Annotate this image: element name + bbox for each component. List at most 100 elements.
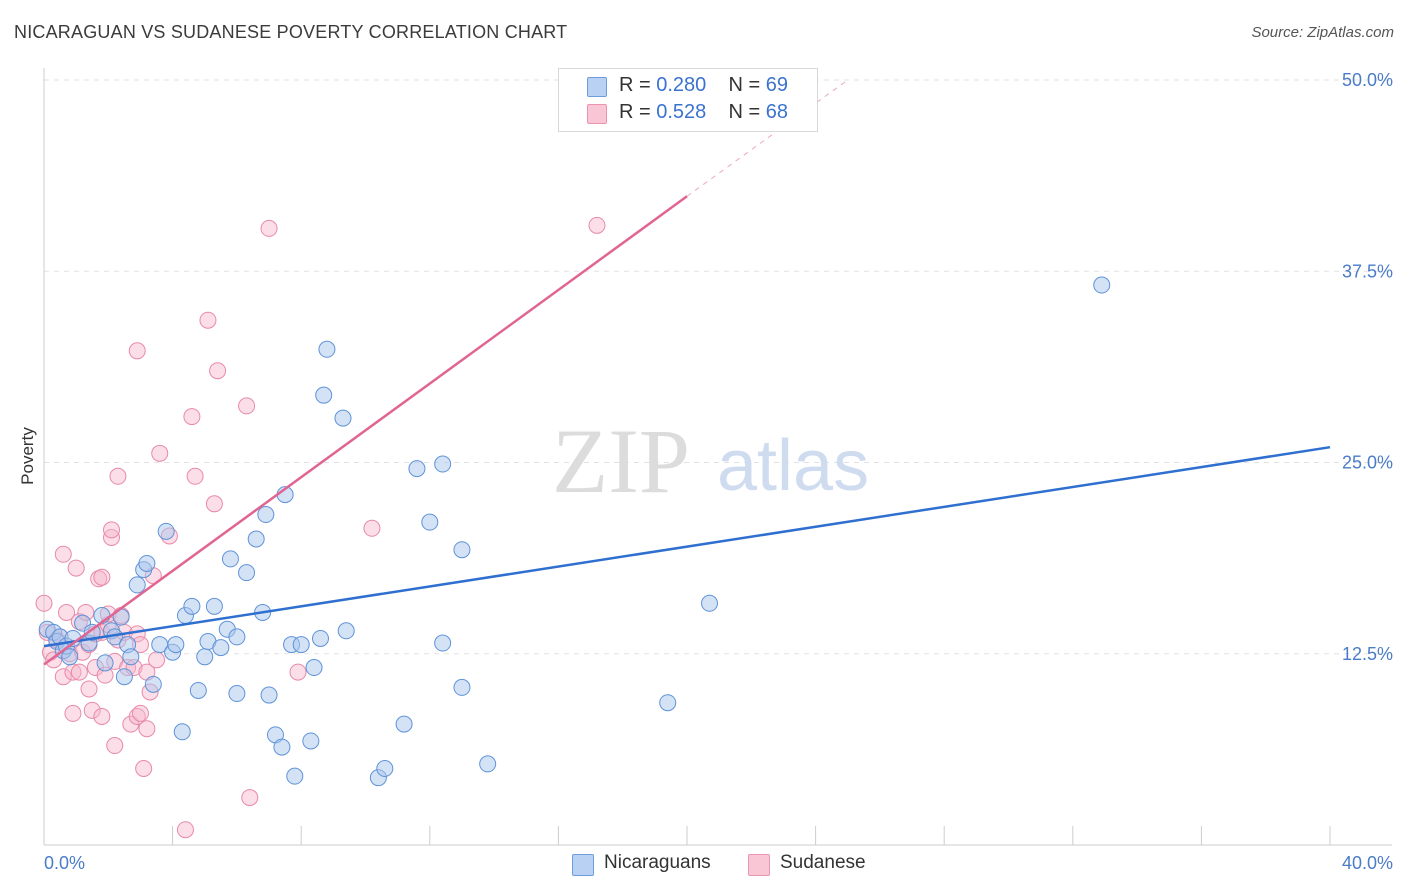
nicaraguan-point (61, 648, 79, 666)
nicaraguan-point (659, 694, 677, 712)
nicaraguan-point (421, 513, 439, 531)
bottom-legend-swatch-pink (748, 854, 770, 876)
bottom-legend-swatch-blue (572, 854, 594, 876)
nicaraguan-point (1093, 276, 1111, 294)
nicaraguan-point (128, 576, 146, 594)
sudanese-point (588, 216, 606, 234)
nicaraguan-point (434, 634, 452, 652)
nicaraguan-trend-line (43, 445, 1331, 648)
sudanese-point (260, 219, 278, 237)
source-label: Source: ZipAtlas.com (1251, 24, 1394, 41)
trend-lines (43, 79, 1331, 666)
nicaraguan-point (305, 659, 323, 677)
sudanese-trend-line (43, 195, 688, 666)
nicaraguan-point (228, 685, 246, 703)
sudanese-point (363, 519, 381, 537)
sudanese-point (205, 495, 223, 513)
nicaraguan-point (453, 678, 471, 696)
y-tick-label: 50.0% (1342, 70, 1393, 90)
sudanese-point (80, 680, 98, 698)
sudanese-point (199, 311, 217, 329)
x-tick-label-max: 40.0% (1342, 853, 1393, 873)
nicaraguan-point (228, 628, 246, 646)
legend-r-label: R = (619, 74, 657, 96)
nicaraguan-point (260, 686, 278, 704)
x-tick-label-min: 0.0% (44, 853, 85, 873)
nicaraguan-point (196, 648, 214, 666)
sudanese-point (83, 701, 101, 719)
sudanese-point (176, 821, 194, 839)
sudanese-point (135, 760, 153, 777)
nicaraguan-point (376, 760, 394, 777)
nicaraguan-point (453, 541, 471, 559)
sudanese-point (93, 707, 111, 725)
nicaraguan-point (292, 636, 310, 654)
sudanese-point (148, 651, 166, 669)
sudanese-point (54, 545, 72, 563)
nicaraguan-point (212, 639, 230, 657)
sudanese-point (138, 720, 156, 738)
legend-swatch-pink (587, 104, 607, 124)
y-tick-label: 12.5% (1342, 644, 1393, 664)
nicaraguan-point (337, 622, 355, 640)
nicaraguan-point (257, 506, 275, 524)
legend-n-value: 68 (765, 101, 789, 123)
legend-r-value: 0.280 (656, 74, 707, 96)
nicaraguan-point (157, 522, 175, 540)
sudanese-point (131, 704, 149, 722)
legend-swatch-blue (587, 77, 607, 97)
watermark-atlas: atlas (717, 426, 869, 506)
nicaraguan-point (701, 594, 719, 612)
sudanese-point (128, 707, 146, 725)
sudanese-point (128, 342, 146, 360)
axes (43, 68, 1392, 846)
sudanese-point (241, 789, 259, 807)
nicaraguan-point (273, 738, 291, 756)
sudanese-point (209, 362, 227, 380)
nicaraguan-point (122, 648, 140, 666)
sudanese-point (103, 521, 121, 539)
sudanese-point (186, 467, 204, 485)
sudanese-point (58, 603, 76, 621)
sudanese-point (35, 594, 53, 612)
sudanese-point (289, 663, 307, 681)
nicaraguan-point (173, 723, 191, 741)
nicaraguan-point (247, 530, 265, 548)
nicaraguan-point (96, 654, 114, 672)
sudanese-point (54, 668, 72, 686)
sudanese-trend-extension (686, 79, 849, 197)
nicaraguan-point (334, 409, 352, 427)
sudanese-point (151, 444, 169, 462)
nicaraguan-point (395, 715, 413, 733)
sudanese-point (106, 737, 124, 755)
legend-n-label: N = (728, 74, 766, 96)
nicaraguan-point (138, 554, 156, 572)
sudanese-point (93, 568, 111, 586)
sudanese-point (70, 663, 88, 681)
nicaraguan-point (221, 550, 239, 568)
y-axis-label: Poverty (18, 427, 37, 485)
sudanese-point (67, 559, 85, 577)
y-tick-label: 25.0% (1342, 453, 1393, 473)
correlation-legend: R = 0.280 N = 69 R = 0.528 N = 68 (558, 68, 818, 132)
nicaraguan-point (189, 681, 207, 699)
sudanese-points (35, 216, 606, 839)
sudanese-point (183, 408, 201, 426)
nicaraguan-point (318, 340, 336, 358)
bottom-legend-label: Sudanese (780, 852, 866, 873)
nicaraguan-point (83, 623, 101, 641)
watermark-zip: ZIP (552, 410, 690, 512)
nicaraguan-point (302, 732, 320, 750)
nicaraguan-point (408, 460, 426, 478)
y-tick-label: 37.5% (1342, 261, 1393, 281)
chart-title: NICARAGUAN VS SUDANESE POVERTY CORRELATI… (14, 22, 568, 42)
nicaraguan-point (183, 597, 201, 615)
legend-r-value: 0.528 (656, 101, 707, 123)
bottom-legend-label: Nicaraguans (604, 852, 711, 873)
sudanese-point (238, 397, 256, 415)
legend-r-label: R = (619, 101, 657, 123)
sudanese-point (64, 704, 82, 722)
nicaraguan-point (167, 636, 185, 654)
sudanese-point (109, 467, 127, 485)
